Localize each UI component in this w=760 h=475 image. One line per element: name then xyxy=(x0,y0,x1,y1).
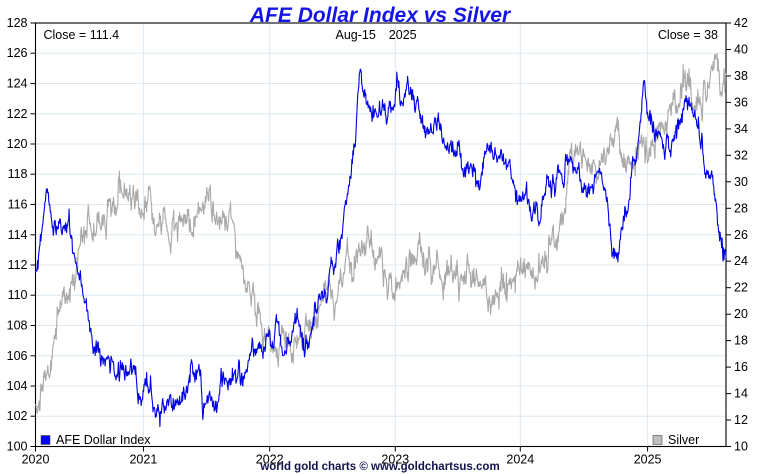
svg-text:30: 30 xyxy=(734,175,748,189)
svg-text:AFE Dollar Index: AFE Dollar Index xyxy=(56,433,151,447)
svg-text:122: 122 xyxy=(7,107,28,121)
svg-text:18: 18 xyxy=(734,334,748,348)
svg-text:28: 28 xyxy=(734,201,748,215)
svg-text:110: 110 xyxy=(8,288,28,302)
svg-text:34: 34 xyxy=(734,122,748,136)
svg-text:102: 102 xyxy=(7,409,28,423)
svg-text:Close = 38: Close = 38 xyxy=(658,28,718,42)
svg-text:124: 124 xyxy=(7,77,28,91)
svg-text:Silver: Silver xyxy=(668,433,699,447)
svg-text:12: 12 xyxy=(734,413,748,427)
svg-text:126: 126 xyxy=(7,46,28,60)
svg-text:22: 22 xyxy=(734,281,748,295)
svg-text:Aug-15: Aug-15 xyxy=(335,28,375,42)
svg-text:42: 42 xyxy=(734,16,748,30)
svg-text:120: 120 xyxy=(7,137,28,151)
svg-text:2025: 2025 xyxy=(389,28,417,42)
svg-text:40: 40 xyxy=(734,43,748,57)
svg-text:24: 24 xyxy=(734,254,748,268)
svg-text:106: 106 xyxy=(7,349,28,363)
svg-text:Close = 111.4: Close = 111.4 xyxy=(44,28,120,42)
svg-text:114: 114 xyxy=(8,228,28,242)
svg-text:10: 10 xyxy=(734,440,748,454)
svg-text:116: 116 xyxy=(8,198,28,212)
svg-text:38: 38 xyxy=(734,69,748,83)
svg-text:36: 36 xyxy=(734,95,748,109)
svg-text:32: 32 xyxy=(734,148,748,162)
svg-text:20: 20 xyxy=(734,307,748,321)
svg-text:100: 100 xyxy=(7,440,28,454)
svg-text:118: 118 xyxy=(8,167,28,181)
svg-text:108: 108 xyxy=(7,319,28,333)
svg-text:14: 14 xyxy=(734,387,748,401)
svg-text:128: 128 xyxy=(7,16,28,30)
svg-text:16: 16 xyxy=(734,360,748,374)
svg-text:112: 112 xyxy=(8,258,28,272)
svg-text:104: 104 xyxy=(7,379,28,393)
svg-text:26: 26 xyxy=(734,228,748,242)
